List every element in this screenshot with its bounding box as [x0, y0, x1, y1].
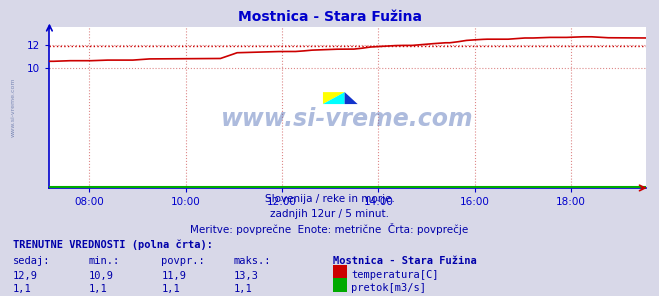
Polygon shape: [323, 92, 345, 104]
Text: 12,9: 12,9: [13, 271, 38, 281]
Text: www.si-vreme.com: www.si-vreme.com: [11, 78, 16, 137]
Text: Meritve: povprečne  Enote: metrične  Črta: povprečje: Meritve: povprečne Enote: metrične Črta:…: [190, 223, 469, 236]
Text: Mostnica - Stara Fužina: Mostnica - Stara Fužina: [333, 256, 476, 266]
Text: 13,3: 13,3: [234, 271, 259, 281]
Text: Slovenija / reke in morje.: Slovenija / reke in morje.: [264, 194, 395, 204]
Text: maks.:: maks.:: [234, 256, 272, 266]
Text: 10,9: 10,9: [89, 271, 114, 281]
Text: temperatura[C]: temperatura[C]: [351, 270, 439, 280]
Text: 1,1: 1,1: [89, 284, 107, 294]
Text: TRENUTNE VREDNOSTI (polna črta):: TRENUTNE VREDNOSTI (polna črta):: [13, 240, 213, 250]
Text: Mostnica - Stara Fužina: Mostnica - Stara Fužina: [237, 10, 422, 24]
Text: min.:: min.:: [89, 256, 120, 266]
Text: zadnjih 12ur / 5 minut.: zadnjih 12ur / 5 minut.: [270, 209, 389, 219]
Text: 1,1: 1,1: [13, 284, 32, 294]
Text: povpr.:: povpr.:: [161, 256, 205, 266]
Polygon shape: [345, 92, 358, 104]
Text: 11,9: 11,9: [161, 271, 186, 281]
Text: 1,1: 1,1: [161, 284, 180, 294]
Text: www.si-vreme.com: www.si-vreme.com: [221, 107, 474, 131]
Text: 1,1: 1,1: [234, 284, 252, 294]
Polygon shape: [323, 92, 345, 104]
Text: sedaj:: sedaj:: [13, 256, 51, 266]
Text: pretok[m3/s]: pretok[m3/s]: [351, 283, 426, 293]
